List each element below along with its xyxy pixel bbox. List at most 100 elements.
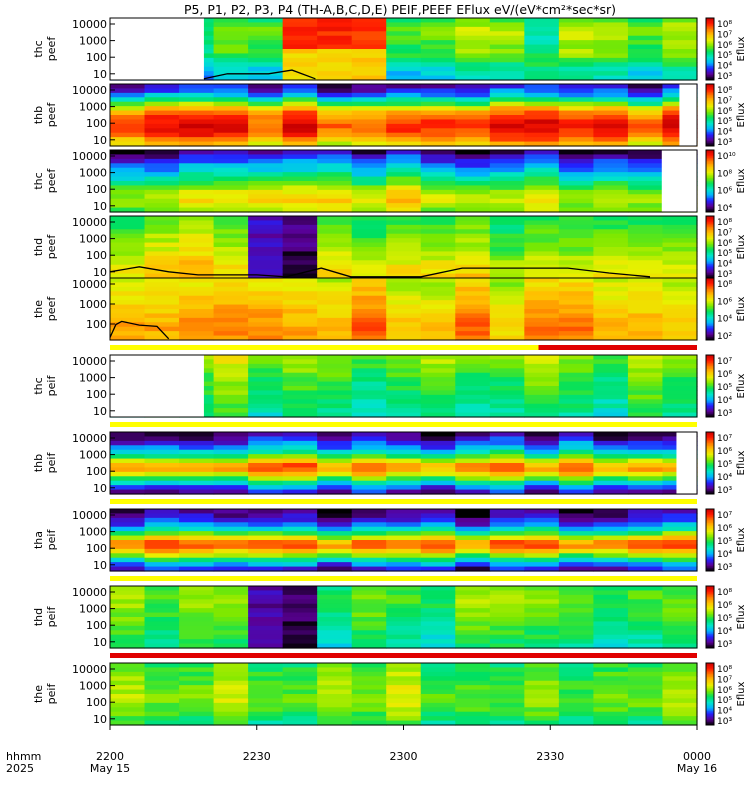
heatmap-cell bbox=[420, 517, 456, 523]
heatmap-cell bbox=[455, 458, 491, 464]
heatmap-cell bbox=[524, 548, 560, 554]
heatmap-cell bbox=[558, 634, 595, 640]
heatmap-cell bbox=[386, 154, 422, 160]
heatmap-cell bbox=[179, 304, 215, 310]
colorbar-step bbox=[706, 281, 714, 284]
heatmap-cell bbox=[351, 115, 387, 121]
heatmap-cell bbox=[213, 667, 249, 673]
heatmap-cell bbox=[455, 553, 491, 559]
heatmap-cell bbox=[489, 412, 525, 418]
heatmap-cell bbox=[110, 594, 146, 600]
colorbar-tick-label: 10² bbox=[717, 332, 732, 342]
colorbar-step bbox=[706, 333, 714, 336]
heatmap-cell bbox=[420, 522, 456, 528]
heatmap-cell bbox=[627, 408, 664, 414]
heatmap-cell bbox=[248, 141, 284, 147]
heatmap-cell bbox=[662, 720, 698, 726]
colorbar-step bbox=[706, 132, 714, 135]
heatmap-cell bbox=[627, 621, 664, 627]
heatmap-cell bbox=[627, 137, 664, 143]
heatmap-cell bbox=[524, 26, 560, 32]
heatmap-cell bbox=[282, 119, 318, 125]
heatmap-cell bbox=[593, 458, 629, 464]
colorbar-step bbox=[706, 319, 714, 322]
heatmap-cell bbox=[179, 663, 215, 669]
heatmap-cell bbox=[627, 667, 664, 673]
heatmap-cell bbox=[351, 167, 387, 173]
heatmap-cell bbox=[524, 553, 560, 559]
heatmap-cell bbox=[524, 535, 560, 541]
colorbar-step bbox=[706, 492, 714, 495]
heatmap-cell bbox=[386, 386, 422, 392]
heatmap-cell bbox=[144, 203, 180, 209]
colorbar-step bbox=[706, 267, 714, 270]
heatmap-cell bbox=[386, 115, 422, 121]
colorbar-step bbox=[706, 638, 714, 641]
heatmap-cell bbox=[282, 313, 318, 319]
colorbar-tick-label: 10⁸ bbox=[717, 588, 732, 598]
heatmap-cell bbox=[627, 154, 664, 160]
heatmap-cell bbox=[144, 432, 180, 438]
heatmap-cell bbox=[317, 445, 353, 451]
heatmap-cell bbox=[593, 137, 629, 143]
heatmap-cell bbox=[558, 711, 595, 717]
heatmap-cell bbox=[593, 224, 629, 230]
heatmap-cell bbox=[213, 97, 249, 103]
heatmap-cell bbox=[351, 53, 387, 59]
heatmap-cell bbox=[420, 304, 456, 310]
colorbar-step bbox=[706, 490, 714, 493]
colorbar-step bbox=[706, 596, 714, 599]
heatmap-cell bbox=[593, 18, 629, 24]
heatmap-cell bbox=[489, 566, 525, 572]
heatmap-cell bbox=[593, 480, 629, 486]
heatmap-cell bbox=[524, 247, 560, 253]
colorbar-step bbox=[706, 250, 714, 253]
heatmap-cell bbox=[351, 300, 387, 306]
heatmap-cell bbox=[179, 115, 215, 121]
heatmap-cell bbox=[179, 128, 215, 134]
heatmap-cell bbox=[110, 304, 146, 310]
heatmap-cell bbox=[420, 282, 456, 288]
heatmap-cell bbox=[351, 399, 387, 405]
heatmap-cell bbox=[524, 544, 560, 550]
colorbar-step bbox=[706, 609, 714, 612]
heatmap-cell bbox=[317, 137, 353, 143]
heatmap-cell bbox=[386, 238, 422, 244]
heatmap-cell bbox=[489, 586, 525, 592]
heatmap-cell bbox=[144, 476, 180, 482]
heatmap-cell bbox=[282, 557, 318, 563]
heatmap-cell bbox=[282, 694, 318, 700]
heatmap-cell bbox=[282, 540, 318, 546]
heatmap-cell bbox=[662, 535, 698, 541]
heatmap-cell bbox=[627, 216, 664, 222]
heatmap-cell bbox=[110, 264, 146, 270]
heatmap-cell bbox=[558, 471, 595, 477]
heatmap-cell bbox=[248, 92, 284, 98]
heatmap-cell bbox=[213, 689, 249, 695]
heatmap-cell bbox=[593, 84, 629, 90]
y-tick-label: 10 bbox=[93, 266, 107, 279]
heatmap-cell bbox=[213, 634, 249, 640]
heatmap-cell bbox=[248, 176, 284, 182]
colorbar-step bbox=[706, 467, 714, 470]
heatmap-cell bbox=[558, 590, 595, 596]
colorbar-tick-label: 10⁷ bbox=[717, 30, 732, 40]
heatmap-cell bbox=[558, 372, 595, 378]
heatmap-cell bbox=[213, 273, 249, 279]
heatmap-cell bbox=[248, 489, 284, 495]
heatmap-cell bbox=[593, 440, 629, 446]
heatmap-cell bbox=[558, 163, 595, 169]
heatmap-cell bbox=[662, 630, 698, 636]
colorbar-step bbox=[706, 305, 714, 308]
heatmap-cell bbox=[213, 458, 249, 464]
heatmap-cell bbox=[351, 309, 387, 315]
heatmap-cell bbox=[593, 594, 629, 600]
colorbar-step bbox=[706, 395, 714, 398]
heatmap-cell bbox=[179, 181, 215, 187]
heatmap-cell bbox=[558, 617, 595, 623]
heatmap-cell bbox=[420, 612, 456, 618]
heatmap-cell bbox=[558, 676, 595, 682]
heatmap-cell bbox=[282, 436, 318, 442]
